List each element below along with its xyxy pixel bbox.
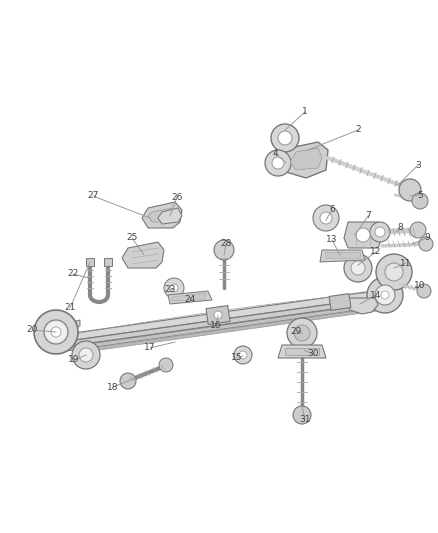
Circle shape bbox=[344, 254, 372, 282]
Polygon shape bbox=[290, 148, 322, 170]
Polygon shape bbox=[325, 252, 360, 258]
Circle shape bbox=[293, 406, 311, 424]
Circle shape bbox=[287, 318, 317, 348]
Circle shape bbox=[234, 346, 252, 364]
Polygon shape bbox=[278, 345, 326, 358]
Circle shape bbox=[412, 193, 428, 209]
Text: 26: 26 bbox=[171, 192, 183, 201]
Circle shape bbox=[381, 291, 389, 299]
Bar bbox=[104, 258, 112, 266]
Text: 2: 2 bbox=[355, 125, 361, 134]
Circle shape bbox=[214, 311, 222, 319]
Text: 25: 25 bbox=[126, 233, 138, 243]
Text: 14: 14 bbox=[370, 290, 381, 300]
Text: 24: 24 bbox=[184, 295, 196, 304]
Text: 28: 28 bbox=[220, 239, 232, 248]
Text: 9: 9 bbox=[424, 233, 430, 243]
Text: 5: 5 bbox=[417, 190, 423, 199]
Circle shape bbox=[313, 205, 339, 231]
Text: 4: 4 bbox=[272, 149, 278, 157]
Text: 31: 31 bbox=[299, 416, 311, 424]
Circle shape bbox=[120, 373, 136, 389]
Circle shape bbox=[370, 222, 390, 242]
Text: 22: 22 bbox=[67, 270, 79, 279]
Text: 27: 27 bbox=[87, 191, 99, 200]
Text: 7: 7 bbox=[365, 212, 371, 221]
Text: 18: 18 bbox=[107, 383, 119, 392]
Polygon shape bbox=[122, 242, 164, 268]
Circle shape bbox=[278, 131, 292, 145]
Circle shape bbox=[72, 341, 100, 369]
Polygon shape bbox=[158, 208, 182, 224]
Circle shape bbox=[170, 284, 178, 292]
Text: 20: 20 bbox=[26, 326, 38, 335]
Text: 21: 21 bbox=[64, 303, 76, 312]
Circle shape bbox=[399, 179, 421, 201]
Circle shape bbox=[375, 227, 385, 237]
Circle shape bbox=[376, 254, 412, 290]
Circle shape bbox=[417, 284, 431, 298]
Polygon shape bbox=[168, 291, 212, 304]
Polygon shape bbox=[320, 250, 365, 262]
Circle shape bbox=[271, 124, 299, 152]
Text: 8: 8 bbox=[397, 223, 403, 232]
Circle shape bbox=[419, 237, 433, 251]
Circle shape bbox=[34, 310, 78, 354]
Text: 6: 6 bbox=[329, 206, 335, 214]
Polygon shape bbox=[56, 320, 80, 338]
Circle shape bbox=[410, 222, 426, 238]
Polygon shape bbox=[58, 296, 386, 348]
Polygon shape bbox=[148, 208, 176, 222]
Polygon shape bbox=[206, 305, 230, 325]
Text: 16: 16 bbox=[210, 320, 222, 329]
Circle shape bbox=[385, 263, 403, 281]
Polygon shape bbox=[344, 222, 382, 248]
Circle shape bbox=[159, 358, 173, 372]
Text: 17: 17 bbox=[144, 343, 156, 352]
Circle shape bbox=[239, 351, 247, 359]
Circle shape bbox=[294, 325, 310, 341]
Bar bbox=[86, 258, 94, 266]
Polygon shape bbox=[72, 308, 376, 354]
Circle shape bbox=[351, 261, 365, 275]
Text: 19: 19 bbox=[68, 356, 80, 365]
Text: 12: 12 bbox=[370, 247, 381, 256]
Circle shape bbox=[356, 228, 370, 242]
Circle shape bbox=[367, 277, 403, 313]
Text: 13: 13 bbox=[326, 236, 338, 245]
Circle shape bbox=[51, 327, 61, 337]
Text: 3: 3 bbox=[415, 160, 421, 169]
Circle shape bbox=[164, 278, 184, 298]
Circle shape bbox=[320, 212, 332, 224]
Circle shape bbox=[79, 348, 93, 362]
Text: 15: 15 bbox=[231, 353, 243, 362]
Polygon shape bbox=[278, 142, 328, 178]
Text: 30: 30 bbox=[307, 350, 319, 359]
Text: 11: 11 bbox=[400, 259, 412, 268]
Text: 23: 23 bbox=[164, 286, 176, 295]
Circle shape bbox=[214, 240, 234, 260]
Polygon shape bbox=[51, 289, 389, 343]
Text: 1: 1 bbox=[302, 108, 308, 117]
Polygon shape bbox=[329, 294, 351, 310]
Polygon shape bbox=[285, 348, 319, 355]
Text: 29: 29 bbox=[290, 327, 302, 336]
Circle shape bbox=[375, 285, 395, 305]
Polygon shape bbox=[65, 303, 381, 351]
Circle shape bbox=[272, 157, 284, 169]
Circle shape bbox=[265, 150, 291, 176]
Polygon shape bbox=[347, 298, 378, 314]
Text: 10: 10 bbox=[414, 281, 426, 290]
Circle shape bbox=[44, 320, 68, 344]
Polygon shape bbox=[172, 293, 206, 301]
Polygon shape bbox=[142, 202, 182, 228]
